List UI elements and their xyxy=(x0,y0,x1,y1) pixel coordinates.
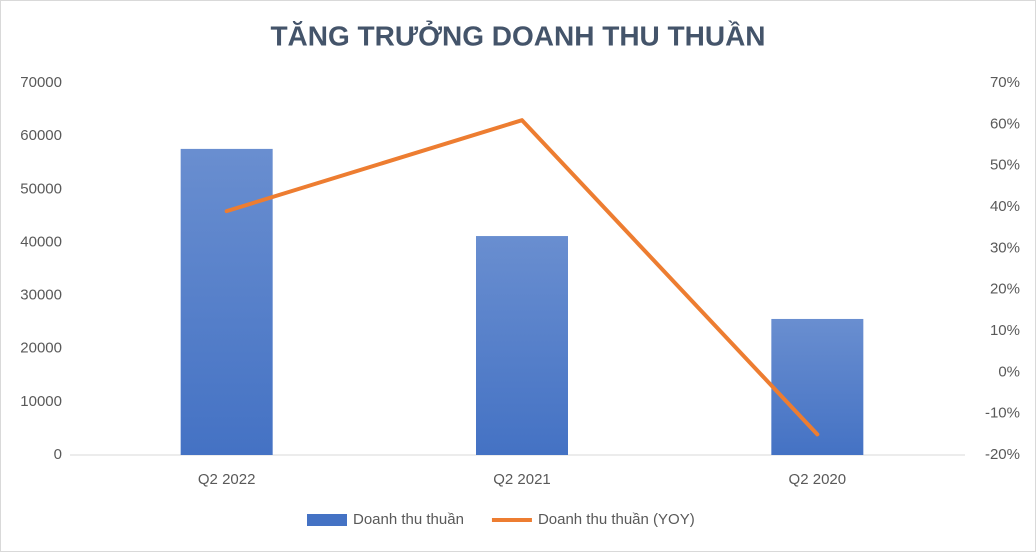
y-tick-label: 0 xyxy=(54,446,62,463)
bar xyxy=(476,236,568,455)
x-tick-label: Q2 2020 xyxy=(789,471,847,488)
y-tick-label: 50000 xyxy=(20,180,62,197)
y2-tick-label: -10% xyxy=(985,405,1020,422)
y2-tick-label: 10% xyxy=(990,322,1020,339)
legend-label: Doanh thu thuần xyxy=(353,511,464,528)
y-tick-label: 70000 xyxy=(20,74,62,91)
y-tick-label: 10000 xyxy=(20,393,62,410)
line xyxy=(224,118,820,437)
x-tick-label: Q2 2022 xyxy=(198,471,256,488)
y-tick-label: 30000 xyxy=(20,287,62,304)
y-tick-label: 60000 xyxy=(20,127,62,144)
y2-tick-label: 0% xyxy=(998,363,1020,380)
y2-tick-label: 60% xyxy=(990,115,1020,132)
y-tick-label: 20000 xyxy=(20,340,62,357)
y2-tick-label: 50% xyxy=(990,157,1020,174)
y2-tick-label: 30% xyxy=(990,239,1020,256)
y2-tick-label: -20% xyxy=(985,446,1020,463)
chart-title: TĂNG TRƯỞNG DOANH THU THUẦN xyxy=(270,19,765,51)
x-tick-label: Q2 2021 xyxy=(493,471,551,488)
y2-tick-label: 40% xyxy=(990,198,1020,215)
y2-tick-label: 20% xyxy=(990,281,1020,298)
y-tick-label: 40000 xyxy=(20,233,62,250)
legend-swatch xyxy=(307,514,347,526)
y2-tick-label: 70% xyxy=(990,74,1020,91)
bar xyxy=(180,148,273,455)
legend-label: Doanh thu thuần (YOY) xyxy=(538,511,695,528)
